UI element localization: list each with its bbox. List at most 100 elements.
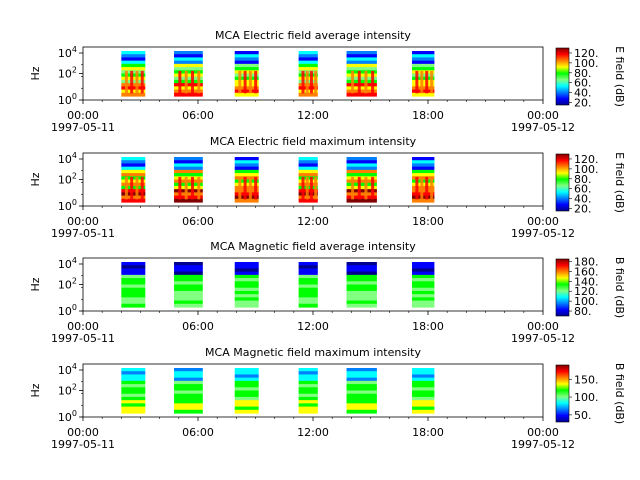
spectrum-band bbox=[234, 67, 259, 71]
spectrum-band bbox=[346, 51, 377, 55]
spectrum-band bbox=[234, 271, 259, 276]
y-axis-label: Hz bbox=[29, 277, 42, 291]
spectrum-band bbox=[298, 278, 318, 282]
spectrum-band bbox=[234, 198, 259, 203]
spectrum-band bbox=[121, 284, 146, 289]
spectrum-band bbox=[234, 189, 259, 193]
spectrum-band bbox=[234, 182, 259, 187]
spectrum-band bbox=[121, 51, 146, 55]
spectrum-band bbox=[412, 390, 435, 395]
spectrum-band bbox=[412, 60, 435, 65]
spectrum-band bbox=[298, 393, 318, 398]
spectrum-band bbox=[298, 297, 318, 302]
data-block bbox=[298, 262, 318, 308]
spectrum-band bbox=[346, 179, 377, 184]
spectrum-band bbox=[346, 403, 377, 408]
spectrum-band bbox=[121, 374, 146, 379]
spectrum-band bbox=[346, 374, 377, 379]
spectrum-band bbox=[298, 384, 318, 388]
spectrum-band bbox=[346, 166, 377, 171]
spectrum-band bbox=[298, 274, 318, 279]
spectrum-band bbox=[174, 368, 203, 372]
spectrum-band bbox=[346, 300, 377, 305]
intensity-streak bbox=[243, 70, 247, 94]
spectrum-band bbox=[234, 92, 259, 97]
x-tick-label: 18:00 bbox=[412, 426, 444, 439]
spectrum-band bbox=[346, 268, 377, 273]
spectrum-band bbox=[234, 409, 259, 414]
spectrum-band bbox=[121, 67, 146, 71]
spectrum-band bbox=[121, 70, 146, 75]
y-tick-label: 100 bbox=[58, 92, 77, 107]
panel-3: MCA Magnetic field average intensity 100 1… bbox=[29, 240, 626, 345]
spectrum-band bbox=[121, 169, 146, 174]
spectrum-band bbox=[121, 179, 146, 184]
intensity-streak bbox=[309, 70, 313, 94]
spectrum-band bbox=[234, 268, 259, 273]
data-block bbox=[121, 157, 146, 203]
data-block bbox=[346, 368, 377, 414]
x-tick-label: 00:00 bbox=[67, 426, 99, 439]
spectrum-band bbox=[234, 83, 259, 87]
spectrum-band bbox=[412, 400, 435, 404]
spectrum-band bbox=[174, 57, 203, 62]
spectrum-band bbox=[121, 189, 146, 193]
intensity-streak bbox=[357, 70, 361, 94]
intensity-streak bbox=[305, 70, 309, 94]
spectrum-band bbox=[412, 157, 435, 161]
spectrum-band bbox=[121, 300, 146, 305]
colorbar-tick-label: 150. bbox=[574, 373, 599, 386]
spectrum-band bbox=[121, 268, 146, 273]
spectrum-band bbox=[412, 67, 435, 71]
data-block bbox=[121, 51, 146, 97]
spectrum-band bbox=[298, 262, 318, 266]
spectrum-band bbox=[298, 173, 318, 177]
x-tick-label: 18:00 bbox=[412, 215, 444, 228]
x-tick-date: 1997-05-11 bbox=[51, 227, 115, 240]
intensity-streak bbox=[178, 70, 182, 94]
spectrum-band bbox=[234, 368, 259, 372]
colorbar-tick-label: 50. bbox=[574, 409, 592, 422]
intensity-streak bbox=[130, 176, 134, 200]
spectrum-band bbox=[174, 67, 203, 71]
spectrum-band bbox=[298, 198, 318, 203]
spectrum-band bbox=[346, 274, 377, 279]
spectrum-band bbox=[346, 189, 377, 193]
spectrum-band bbox=[234, 192, 259, 197]
spectrum-band bbox=[174, 86, 203, 91]
spectrum-band bbox=[121, 278, 146, 282]
spectrum-band bbox=[412, 284, 435, 289]
spectrum-band bbox=[121, 287, 146, 292]
spectrum-band bbox=[298, 51, 318, 55]
intensity-streak bbox=[191, 176, 195, 200]
spectrum-band bbox=[298, 400, 318, 404]
spectrum-band bbox=[174, 195, 203, 200]
spectrum-band bbox=[174, 278, 203, 282]
spectrum-band bbox=[234, 51, 259, 55]
spectrum-band bbox=[234, 176, 259, 181]
spectrum-band bbox=[121, 160, 146, 165]
colorbar-tick-label: 100. bbox=[574, 163, 599, 176]
intensity-streak bbox=[364, 70, 368, 94]
spectrum-band bbox=[412, 169, 435, 174]
y-tick-label: 102 bbox=[58, 383, 77, 398]
spectrum-band bbox=[121, 92, 146, 97]
spectrum-band bbox=[412, 271, 435, 276]
spectrum-band bbox=[234, 63, 259, 68]
intensity-streak bbox=[243, 176, 247, 200]
spectrum-band bbox=[121, 297, 146, 302]
spectrum-band bbox=[298, 169, 318, 174]
spectrum-band bbox=[298, 403, 318, 408]
intensity-streak bbox=[430, 176, 434, 200]
spectrum-band bbox=[121, 163, 146, 168]
colorbar-tick-label: 80. bbox=[574, 173, 592, 186]
spectrum-band bbox=[412, 300, 435, 305]
spectrum-band bbox=[234, 265, 259, 270]
spectrum-band bbox=[121, 86, 146, 91]
spectrum-band bbox=[412, 377, 435, 382]
spectrum-band bbox=[346, 396, 377, 401]
spectrum-band bbox=[121, 185, 146, 190]
spectrum-band bbox=[412, 406, 435, 411]
spectrum-band bbox=[412, 160, 435, 165]
